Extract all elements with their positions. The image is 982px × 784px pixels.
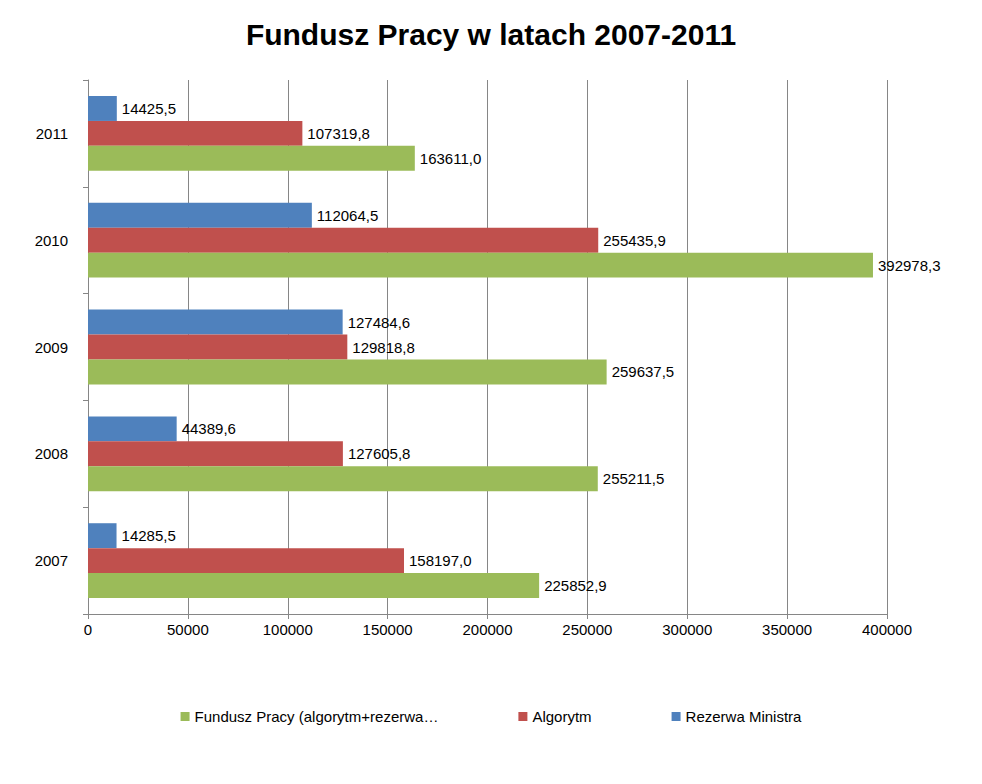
svg-text:100000: 100000 — [263, 621, 313, 638]
svg-text:2011: 2011 — [36, 125, 68, 142]
svg-text:112064,5: 112064,5 — [317, 207, 378, 224]
svg-text:129818,8: 129818,8 — [352, 339, 415, 356]
svg-text:2009: 2009 — [35, 339, 68, 356]
svg-text:2007: 2007 — [35, 552, 68, 569]
svg-text:14285,5: 14285,5 — [122, 527, 176, 544]
svg-text:158197,0: 158197,0 — [409, 552, 472, 569]
svg-text:Fundusz Pracy w latach 2007-20: Fundusz Pracy w latach 2007-2011 — [246, 18, 736, 51]
svg-text:Rezerwa Ministra: Rezerwa Ministra — [686, 708, 803, 725]
svg-text:392978,3: 392978,3 — [878, 257, 941, 274]
svg-text:127605,8: 127605,8 — [348, 445, 411, 462]
svg-text:107319,8: 107319,8 — [307, 125, 370, 142]
svg-text:Fundusz Pracy (algorytm+rezerw: Fundusz Pracy (algorytm+rezerwa… — [195, 708, 439, 725]
svg-text:255211,5: 255211,5 — [603, 470, 664, 487]
svg-text:44389,6: 44389,6 — [182, 420, 236, 437]
svg-text:250000: 250000 — [562, 621, 612, 638]
svg-text:2010: 2010 — [35, 232, 68, 249]
svg-text:259637,5: 259637,5 — [612, 363, 675, 380]
svg-text:150000: 150000 — [363, 621, 413, 638]
svg-text:Algorytm: Algorytm — [532, 708, 591, 725]
svg-text:225852,9: 225852,9 — [544, 577, 607, 594]
svg-text:50000: 50000 — [167, 621, 209, 638]
svg-text:255435,9: 255435,9 — [603, 232, 666, 249]
svg-text:0: 0 — [84, 621, 92, 638]
svg-text:200000: 200000 — [462, 621, 512, 638]
svg-text:163611,0: 163611,0 — [420, 150, 481, 167]
svg-text:350000: 350000 — [762, 621, 812, 638]
svg-text:400000: 400000 — [862, 621, 912, 638]
svg-text:300000: 300000 — [662, 621, 712, 638]
svg-text:127484,6: 127484,6 — [348, 314, 411, 331]
svg-text:14425,5: 14425,5 — [122, 100, 176, 117]
svg-text:2008: 2008 — [35, 445, 68, 462]
